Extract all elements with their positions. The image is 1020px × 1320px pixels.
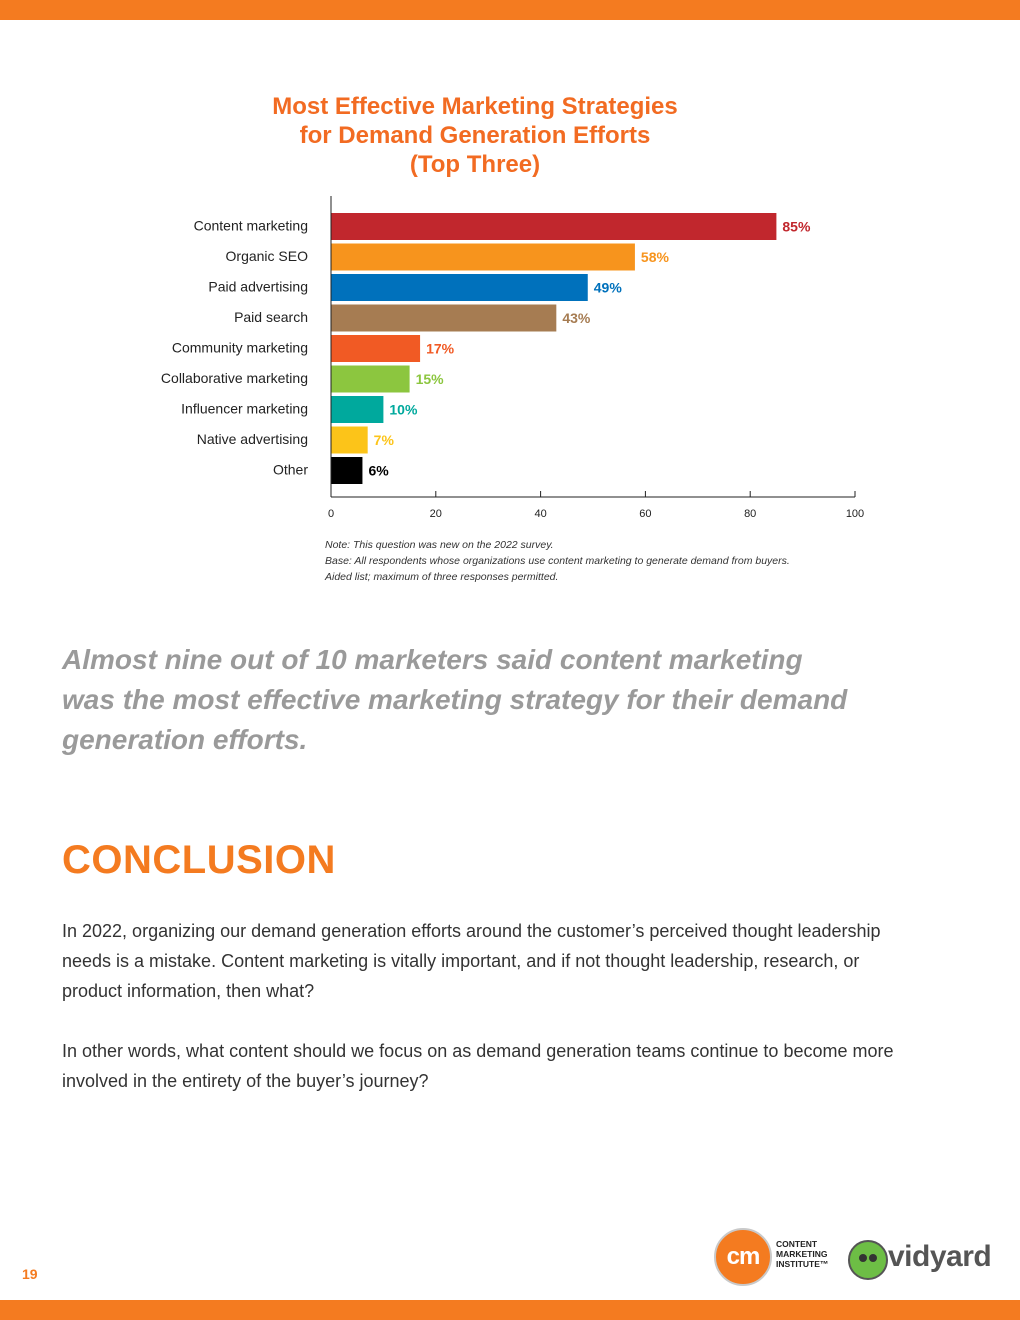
data-label: 43% [562, 310, 591, 326]
category-label: Paid advertising [208, 279, 308, 295]
vidyard-bot-icon [848, 1240, 888, 1280]
paragraph-line: In other words, what content should we f… [62, 1041, 894, 1061]
page-number: 19 [22, 1266, 38, 1282]
chart-title: Most Effective Marketing Strategies for … [150, 92, 800, 179]
conclusion-paragraph-1: In 2022, organizing our demand generatio… [62, 916, 962, 1006]
pull-quote-line: Almost nine out of 10 marketers said con… [62, 644, 803, 675]
pull-quote: Almost nine out of 10 marketers said con… [62, 640, 962, 760]
data-label: 7% [374, 432, 395, 448]
x-tick-label: 0 [328, 508, 334, 520]
paragraph-line: needs is a mistake. Content marketing is… [62, 951, 860, 971]
paragraph-line: product information, then what? [62, 981, 315, 1001]
bar [331, 304, 557, 332]
conclusion-heading: CONCLUSION [62, 838, 336, 882]
data-label: 58% [641, 249, 670, 265]
x-tick-label: 100 [846, 508, 864, 520]
bar [331, 457, 363, 484]
paragraph-line: involved in the entirety of the buyer’s … [62, 1071, 429, 1091]
bar [331, 243, 635, 271]
data-label: 85% [782, 219, 811, 235]
cmi-logo-text: CONTENT MARKETING INSTITUTE™ [776, 1239, 828, 1269]
top-accent-bar [0, 0, 1020, 20]
data-label: 49% [594, 280, 623, 296]
cmi-logo-text-line: CONTENT [776, 1239, 818, 1249]
data-label: 6% [368, 463, 389, 479]
bar [331, 213, 777, 240]
chart-note-line: Aided list; maximum of three responses p… [325, 571, 559, 583]
x-tick-label: 40 [534, 508, 546, 520]
conclusion-paragraph-2: In other words, what content should we f… [62, 1036, 962, 1096]
x-tick-label: 80 [744, 508, 756, 520]
vidyard-logo-text: vidyard [888, 1240, 992, 1273]
chart-note-line: Note: This question was new on the 2022 … [325, 539, 554, 551]
chart-title-line-2: for Demand Generation Efforts [299, 122, 651, 149]
pull-quote-line: generation efforts. [62, 724, 308, 755]
paragraph-line: In 2022, organizing our demand generatio… [62, 921, 881, 941]
cmi-logo-text-line: MARKETING [776, 1249, 828, 1259]
bar-chart: Content marketing 85% Organic SEO 58% Paid a… [161, 196, 864, 520]
category-label: Other [273, 462, 308, 478]
category-label: Organic SEO [226, 248, 309, 264]
chart-note-line: Base: All respondents whose organization… [325, 555, 790, 567]
data-label: 10% [389, 402, 418, 418]
x-tick-label: 60 [639, 508, 651, 520]
bar [331, 335, 421, 362]
bottom-accent-bar [0, 1300, 1020, 1320]
bar [331, 274, 588, 301]
pull-quote-line: was the most effective marketing strateg… [62, 684, 848, 715]
bar [331, 396, 384, 423]
cmi-logo: cm CONTENT MARKETING INSTITUTE™ [714, 1228, 834, 1286]
category-label: Influencer marketing [181, 401, 308, 417]
bar [331, 426, 368, 454]
x-tick-label: 20 [430, 508, 442, 520]
chart-notes: Note: This question was new on the 2022 … [325, 537, 925, 585]
data-label: 15% [416, 371, 445, 387]
cmi-logo-text-line: INSTITUTE™ [776, 1259, 829, 1269]
chart-title-line-3: (Top Three) [409, 151, 541, 178]
cmi-logo-mark: cm [714, 1228, 772, 1286]
cmi-logo-letters: cm [726, 1243, 761, 1270]
category-label: Content marketing [194, 218, 308, 234]
vidyard-logo: vidyard [846, 1236, 1002, 1280]
category-label: Native advertising [197, 431, 308, 447]
bar [331, 365, 410, 393]
chart-title-line-1: Most Effective Marketing Strategies [272, 93, 678, 120]
data-label: 17% [426, 341, 455, 357]
category-label: Community marketing [172, 340, 308, 356]
category-label: Paid search [234, 309, 308, 325]
category-label: Collaborative marketing [161, 370, 308, 386]
